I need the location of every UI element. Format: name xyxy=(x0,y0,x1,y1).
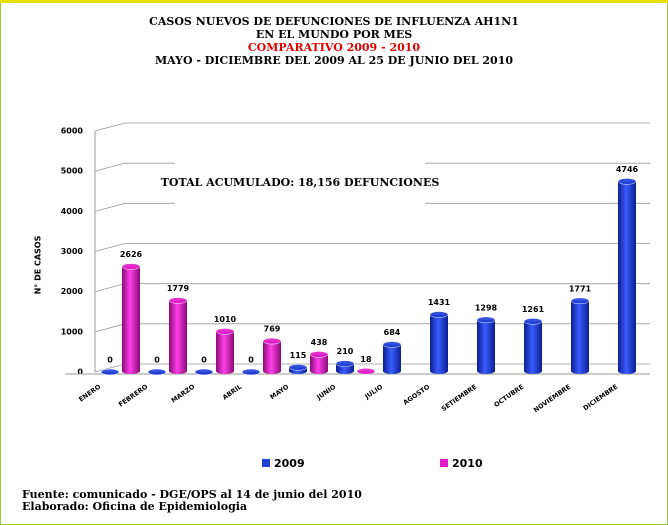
data-label: 0 xyxy=(154,356,160,365)
bar xyxy=(122,266,140,374)
note: Elaborado: Oficina de Epidemiologia xyxy=(22,500,247,513)
bar-cap xyxy=(168,297,188,304)
grid-line xyxy=(94,202,650,212)
y-tick-label: 0 xyxy=(77,368,83,377)
data-label: 769 xyxy=(264,325,281,334)
annotation-bg xyxy=(175,150,425,205)
grid-line xyxy=(94,122,650,132)
data-label: 684 xyxy=(384,328,401,337)
y-axis-label: N° DE CASOS xyxy=(34,235,43,294)
y-tick-label: 6000 xyxy=(61,127,84,136)
data-label: 18 xyxy=(360,355,372,364)
bar-cap xyxy=(147,368,167,376)
bar xyxy=(383,344,401,374)
data-label: 115 xyxy=(290,351,307,360)
bar-cap xyxy=(476,316,496,324)
bar-cap xyxy=(121,263,141,270)
bar xyxy=(216,331,234,374)
bar xyxy=(430,314,448,374)
bar xyxy=(310,354,328,374)
data-label: 2626 xyxy=(120,250,143,259)
data-label: 0 xyxy=(201,356,207,365)
y-tick-label: 3000 xyxy=(61,247,84,256)
y-tick-label: 5000 xyxy=(61,167,84,176)
legend-swatch xyxy=(440,459,448,467)
bar-cap xyxy=(194,368,214,376)
bar xyxy=(618,181,636,374)
title-line: CASOS NUEVOS DE DEFUNCIONES DE INFLUENZA… xyxy=(149,15,519,28)
subtitle: COMPARATIVO 2009 - 2010 xyxy=(248,41,420,54)
legend-label: 2009 xyxy=(274,457,305,470)
bar-cap xyxy=(429,311,449,318)
bar xyxy=(524,321,542,374)
grid-line xyxy=(94,243,650,252)
bar-cap xyxy=(262,337,282,345)
data-label: 1779 xyxy=(167,284,190,293)
y-tick-label: 2000 xyxy=(61,287,84,296)
y-tick-label: 4000 xyxy=(61,207,84,216)
bar xyxy=(169,300,187,374)
data-label: 1261 xyxy=(522,305,545,314)
bar-cap xyxy=(100,368,120,376)
bar-cap xyxy=(570,297,590,305)
data-label: 1010 xyxy=(214,315,237,324)
data-label: 438 xyxy=(311,338,328,347)
bar xyxy=(571,300,589,374)
data-label: 1771 xyxy=(569,284,592,293)
legend-swatch xyxy=(262,459,270,467)
data-label: 210 xyxy=(337,347,354,356)
data-label: 1298 xyxy=(475,303,498,312)
bar-cap xyxy=(617,178,637,185)
bar xyxy=(477,319,495,374)
period: MAYO - DICIEMBRE DEL 2009 AL 25 DE JUNIO… xyxy=(155,54,513,67)
bar-cap xyxy=(335,360,355,367)
bar-cap xyxy=(241,368,261,376)
legend-label: 2010 xyxy=(452,457,483,470)
bar-cap xyxy=(523,318,543,325)
data-label: 4746 xyxy=(616,165,639,174)
bar-cap xyxy=(215,328,235,335)
bar-cap xyxy=(288,364,308,371)
grid-line xyxy=(94,162,650,172)
data-label: 1431 xyxy=(428,298,451,307)
y-tick-label: 1000 xyxy=(61,327,84,336)
bar-cap xyxy=(356,368,376,375)
annotation: TOTAL ACUMULADO: 18,156 DEFUNCIONES xyxy=(161,176,440,189)
note: Fuente: comunicado - DGE/OPS al 14 de ju… xyxy=(22,488,362,501)
bar-cap xyxy=(382,341,402,348)
bar xyxy=(263,341,281,374)
data-label: 0 xyxy=(248,356,254,365)
title-line: EN EL MUNDO POR MES xyxy=(256,28,412,41)
data-label: 0 xyxy=(107,356,113,365)
bar-cap xyxy=(309,351,329,358)
